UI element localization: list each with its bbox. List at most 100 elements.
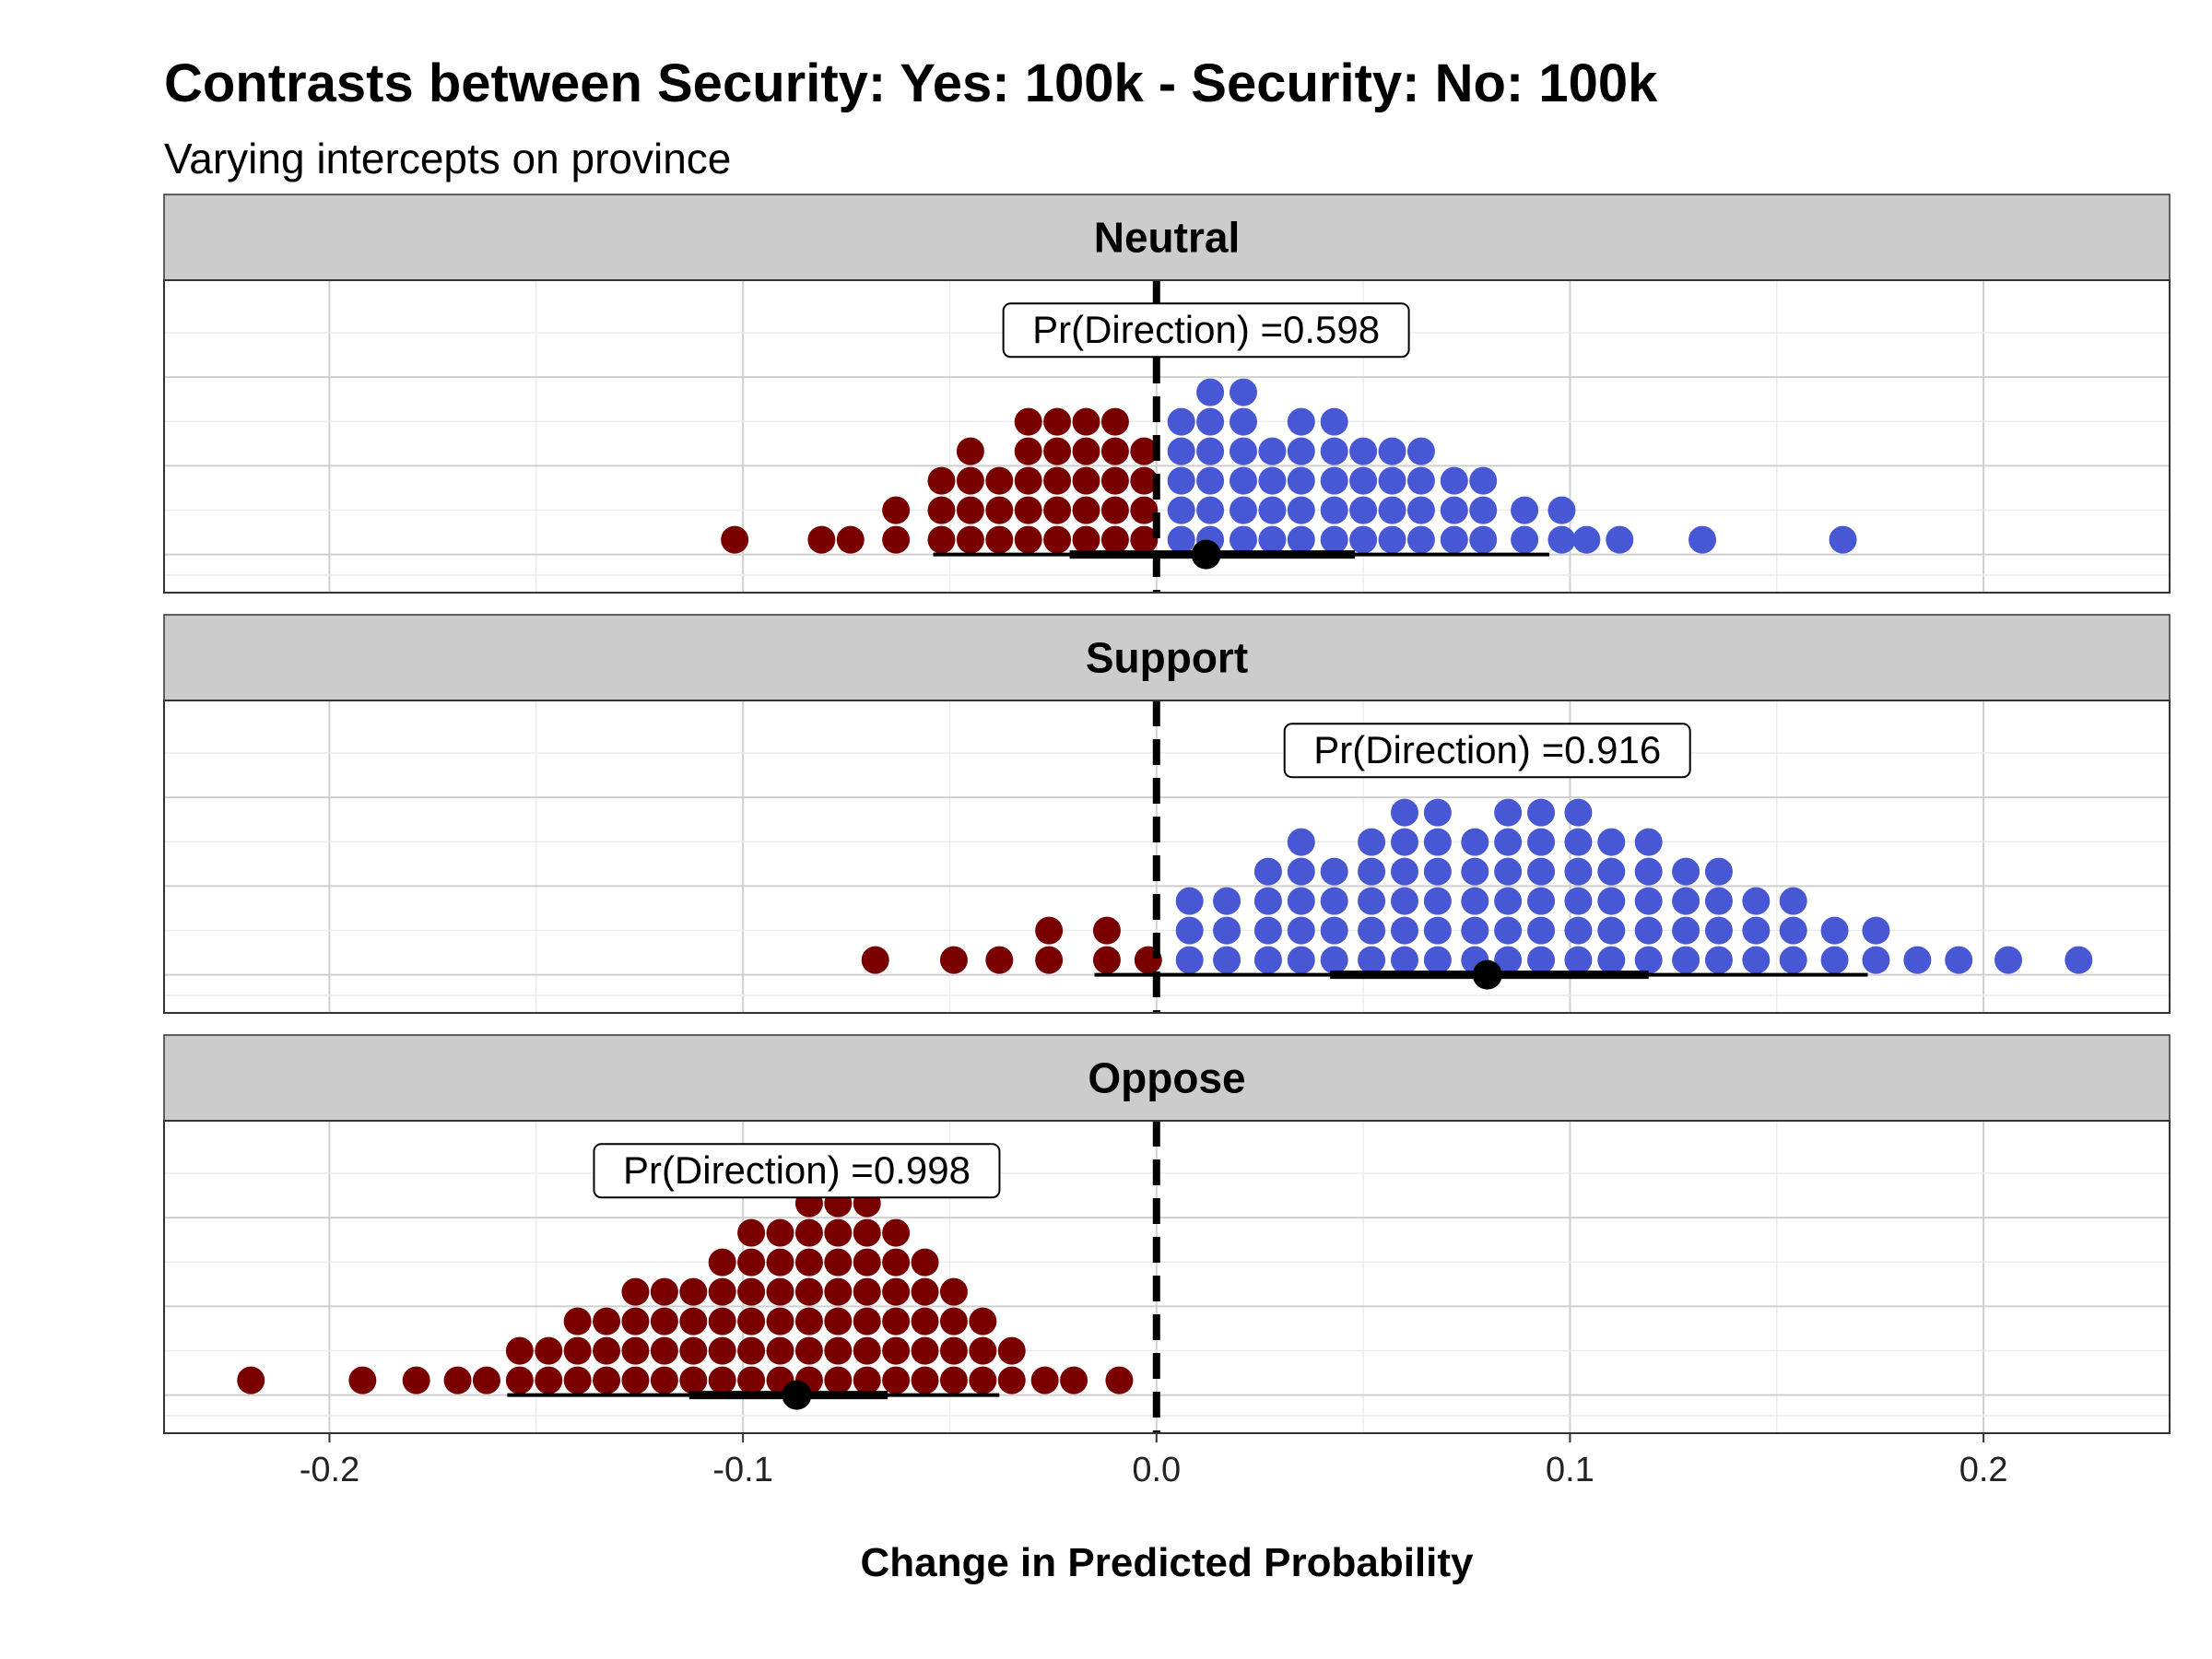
- dot: [1634, 857, 1663, 886]
- dot: [969, 1307, 997, 1335]
- facet-strip: [163, 1034, 2171, 1122]
- dot: [853, 1277, 881, 1306]
- dot: [1230, 437, 1258, 465]
- dot: [1167, 466, 1195, 495]
- dot: [1423, 946, 1452, 974]
- dot: [927, 466, 956, 495]
- dot: [911, 1336, 939, 1365]
- dot: [969, 1366, 997, 1394]
- dot: [505, 1366, 534, 1394]
- dot: [1704, 946, 1733, 974]
- dot: [1230, 407, 1258, 436]
- dot: [1130, 466, 1159, 495]
- annotation-box: [593, 1143, 1001, 1199]
- dot: [1634, 828, 1663, 856]
- x-tick-label: 0.1: [1546, 1451, 1594, 1489]
- dot: [1196, 496, 1225, 524]
- panel-border: [163, 1120, 2171, 1434]
- chart-title: Contrasts between Security: Yes: 100k - …: [164, 53, 1658, 113]
- dot: [766, 1248, 794, 1277]
- dot: [1213, 946, 1241, 974]
- dot: [985, 466, 1014, 495]
- dot: [1704, 887, 1733, 915]
- dot: [1358, 916, 1386, 945]
- dot: [1820, 916, 1849, 945]
- dot: [956, 437, 984, 465]
- dot: [911, 1277, 939, 1306]
- dot: [824, 1336, 853, 1365]
- dot: [1258, 496, 1287, 524]
- dot: [1287, 916, 1315, 945]
- dot: [237, 1366, 265, 1394]
- dot: [1358, 828, 1386, 856]
- dot: [1072, 496, 1100, 524]
- dot: [1253, 916, 1282, 945]
- annotation-text: Pr(Direction) =0.598: [1032, 308, 1380, 351]
- dot: [679, 1277, 708, 1306]
- dot: [882, 1366, 911, 1394]
- dot: [1287, 857, 1315, 886]
- dot: [939, 1307, 968, 1335]
- dot: [794, 1277, 823, 1306]
- direction-annotation: Pr(Direction) =0.998: [593, 1143, 1001, 1199]
- dot: [1258, 437, 1287, 465]
- facet-label: Support: [1086, 634, 1248, 682]
- dot: [1688, 525, 1717, 554]
- chart-subtitle: Varying intercepts on province: [164, 135, 731, 182]
- dot: [535, 1336, 563, 1365]
- x-axis-label: Change in Predicted Probability: [860, 1540, 1474, 1585]
- dot: [1349, 437, 1378, 465]
- dot: [1349, 525, 1378, 554]
- dot: [1130, 496, 1159, 524]
- dot: [853, 1218, 881, 1247]
- dot: [348, 1366, 377, 1394]
- dot: [1597, 828, 1626, 856]
- dot: [1043, 466, 1072, 495]
- dot: [1014, 407, 1042, 436]
- dot: [708, 1366, 736, 1394]
- dot: [1072, 525, 1100, 554]
- direction-annotation: Pr(Direction) =0.598: [1002, 302, 1410, 359]
- x-tick-label: 0.0: [1132, 1451, 1181, 1489]
- dot: [1349, 466, 1378, 495]
- dot: [939, 946, 968, 974]
- dot: [1130, 525, 1159, 554]
- dot: [853, 1307, 881, 1335]
- dot: [1672, 916, 1700, 945]
- dot: [1820, 946, 1849, 974]
- dot: [985, 496, 1014, 524]
- facet-neutral: Neutral Pr(Direction) =0.598: [163, 194, 2171, 594]
- dot: [593, 1366, 621, 1394]
- dot: [794, 1307, 823, 1335]
- dot: [1779, 946, 1807, 974]
- direction-annotation: Pr(Direction) =0.916: [1283, 723, 1691, 779]
- dot: [1779, 916, 1807, 945]
- dot: [1634, 946, 1663, 974]
- dot: [1423, 857, 1452, 886]
- facet-strip: [163, 614, 2171, 701]
- panel-border: [163, 279, 2171, 594]
- dot: [1258, 525, 1287, 554]
- dot: [911, 1248, 939, 1277]
- dot: [1060, 1366, 1088, 1394]
- dot: [1461, 828, 1489, 856]
- dot: [679, 1336, 708, 1365]
- dot: [882, 525, 911, 554]
- dot: [1320, 437, 1348, 465]
- dot: [1030, 1366, 1059, 1394]
- dot: [737, 1366, 766, 1394]
- dot: [1423, 798, 1452, 827]
- dot: [1527, 828, 1556, 856]
- dot: [1390, 828, 1418, 856]
- dot: [1511, 496, 1539, 524]
- dot: [766, 1218, 794, 1247]
- dot: [1564, 798, 1593, 827]
- dot: [766, 1307, 794, 1335]
- dot: [1035, 946, 1064, 974]
- dot: [861, 946, 889, 974]
- dot: [621, 1277, 650, 1306]
- dot: [1779, 887, 1807, 915]
- dot: [1320, 916, 1348, 945]
- dot: [882, 1336, 911, 1365]
- dot-stack: [721, 378, 1857, 554]
